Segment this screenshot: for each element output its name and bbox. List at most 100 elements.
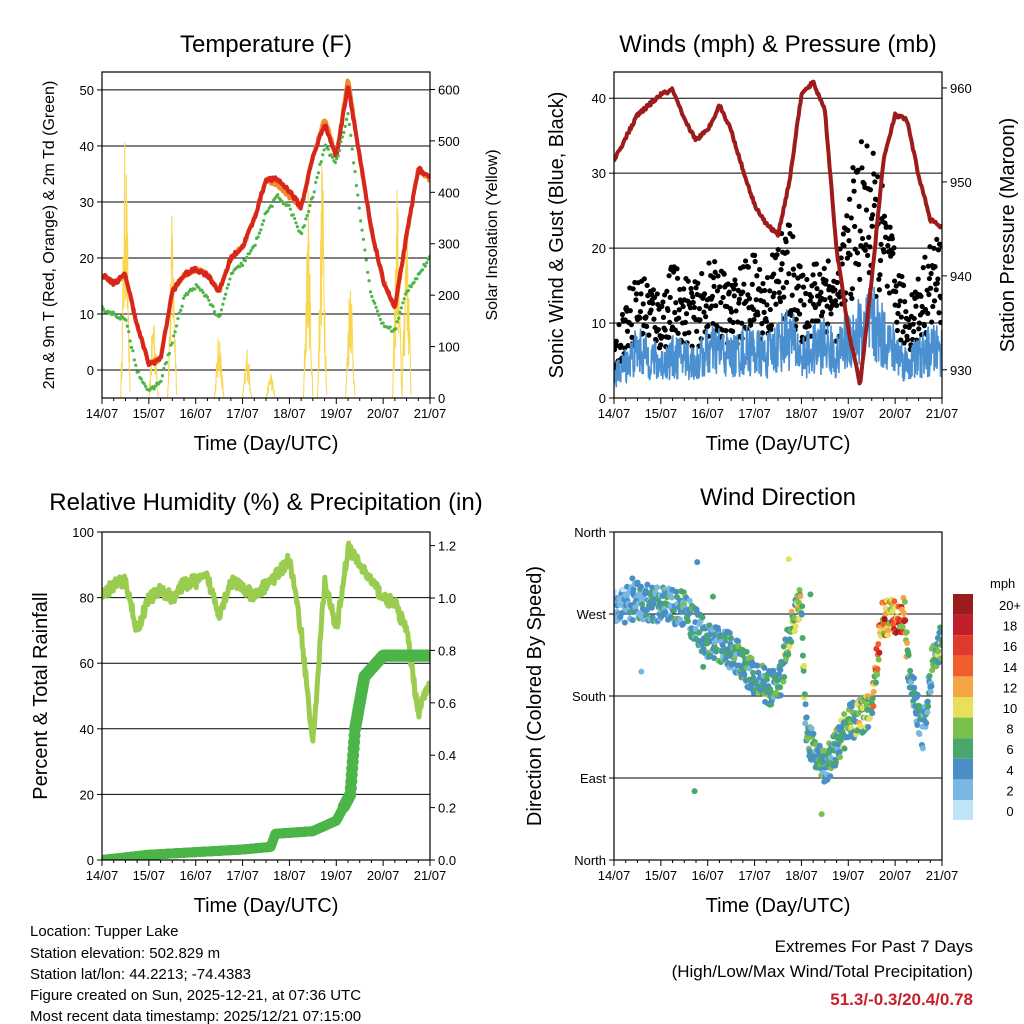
- gust-point: [870, 150, 876, 156]
- gust-point: [690, 294, 696, 300]
- footer-recent: Most recent data timestamp: 2025/12/21 0…: [30, 1008, 361, 1024]
- gust-point: [777, 298, 784, 305]
- x-tick-label: 19/07: [320, 406, 353, 421]
- x-tick-label: 18/07: [273, 406, 306, 421]
- gust-point: [685, 278, 691, 284]
- gust-point: [683, 311, 690, 317]
- dewpoint-point: [333, 160, 337, 165]
- x-tick-label: 17/07: [226, 868, 259, 883]
- y-tick-label: South: [572, 689, 606, 704]
- wind-direction-point: [634, 579, 641, 586]
- gust-point: [911, 315, 917, 322]
- gust-point: [637, 308, 644, 315]
- wind-direction-point: [857, 723, 864, 730]
- solar-insolation-spike: [392, 189, 403, 398]
- gust-point: [850, 165, 856, 171]
- gust-point: [718, 299, 724, 306]
- solar-insolation-spike: [120, 141, 131, 398]
- gust-point: [630, 286, 636, 292]
- dewpoint-point: [176, 317, 180, 321]
- wind-direction-point: [798, 611, 805, 618]
- dewpoint-point: [308, 203, 312, 208]
- y-tick-label: 30: [80, 195, 94, 210]
- wind-direction-point: [891, 598, 898, 605]
- gust-point: [662, 327, 668, 333]
- dewpoint-point: [287, 203, 291, 207]
- dewpoint-point: [201, 290, 205, 295]
- dewpoint-point: [170, 341, 174, 345]
- gust-point: [712, 269, 718, 275]
- y-right-tick-label: 940: [950, 269, 972, 284]
- dewpoint-point: [300, 231, 304, 236]
- gust-point: [773, 301, 779, 307]
- gust-point: [925, 263, 931, 269]
- gust-point: [790, 233, 796, 240]
- gust-point: [895, 303, 902, 309]
- dewpoint-point: [129, 345, 134, 350]
- gust-point: [693, 285, 699, 291]
- wind-direction-point: [916, 730, 923, 737]
- wind-direction-point: [686, 597, 693, 604]
- dewpoint-point: [353, 170, 357, 174]
- wind-direction-point: [841, 745, 848, 752]
- wind-direction-point: [870, 688, 877, 695]
- gust-point: [771, 290, 777, 296]
- wind-direction-point: [792, 623, 799, 630]
- temperature-line-2m-t: [102, 85, 430, 368]
- dewpoint-point: [200, 288, 204, 292]
- gust-point: [820, 309, 826, 315]
- dewpoint-point: [266, 209, 270, 213]
- gust-point: [740, 264, 746, 270]
- wind-direction-point: [807, 591, 814, 598]
- dewpoint-point: [240, 263, 245, 268]
- dewpoint-point: [225, 286, 229, 290]
- gust-point: [776, 279, 782, 285]
- wind-direction-point: [875, 641, 882, 648]
- dewpoint-point: [373, 301, 377, 305]
- wind-direction-point: [818, 811, 825, 818]
- dewpoint-point: [276, 193, 280, 197]
- panel-3: 0 20 40 60 80 100 0.0 0.2 0.4 0.6 0.8 1.0 1.2 14/07 15…: [30, 489, 483, 917]
- gust-point: [666, 273, 672, 279]
- gust-point: [760, 299, 767, 305]
- dewpoint-point: [352, 161, 356, 165]
- gust-point: [781, 294, 787, 300]
- gust-point: [894, 319, 900, 325]
- dewpoint-point: [136, 369, 141, 374]
- gust-point: [898, 314, 904, 320]
- gust-point: [763, 318, 769, 325]
- wind-direction-point: [901, 598, 908, 605]
- gust-point: [855, 167, 861, 173]
- colorbar-swatch: [953, 614, 973, 636]
- gust-point: [939, 242, 942, 249]
- wind-direction-point: [876, 649, 883, 656]
- dewpoint-point: [162, 366, 166, 371]
- colorbar-swatch: [953, 738, 973, 759]
- wind-direction-point: [676, 616, 683, 623]
- dewpoint-point: [335, 157, 339, 161]
- wind-direction-point: [924, 709, 931, 716]
- dewpoint-point: [212, 310, 217, 314]
- gust-point: [825, 258, 831, 264]
- wind-direction-point: [863, 702, 870, 709]
- x-tick-label: 15/07: [645, 868, 678, 883]
- dewpoint-point: [221, 302, 225, 306]
- gust-point: [699, 270, 705, 277]
- dewpoint-point: [224, 292, 228, 296]
- wind-direction-point: [926, 672, 933, 679]
- dewpoint-point: [108, 310, 113, 314]
- wind-direction-point: [691, 788, 698, 795]
- wind-direction-point: [874, 665, 881, 672]
- gust-point: [706, 260, 712, 266]
- gust-point: [913, 303, 919, 309]
- gust-point: [845, 227, 851, 233]
- dewpoint-point: [363, 248, 367, 252]
- solar-insolation-spike: [317, 165, 328, 398]
- wind-direction-point: [796, 615, 803, 622]
- wind-direction-point: [644, 581, 651, 588]
- gust-point: [637, 315, 643, 321]
- wind-direction-point: [680, 620, 687, 627]
- gust-point: [877, 257, 884, 264]
- dewpoint-point: [401, 301, 405, 305]
- gust-point: [624, 328, 631, 334]
